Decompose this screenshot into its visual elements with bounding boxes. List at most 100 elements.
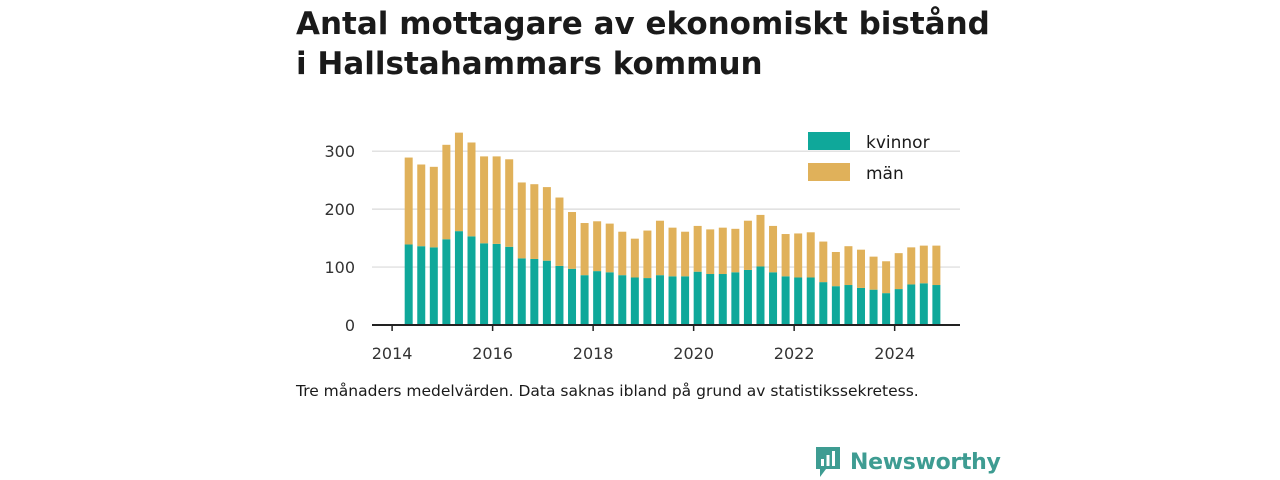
- y-tick-label: 100: [324, 258, 355, 277]
- bar-man: [731, 228, 740, 273]
- bar-man: [417, 164, 426, 247]
- legend-label-kvinnor: kvinnor: [866, 133, 930, 153]
- bar-kvinnor: [894, 289, 903, 325]
- y-tick-label: 300: [324, 142, 355, 161]
- legend-swatch-kvinnor: [808, 132, 850, 150]
- brand-logo: Newsworthy: [814, 444, 1001, 480]
- bar-kvinnor: [756, 266, 765, 325]
- bar-man: [769, 225, 778, 273]
- x-tick-label: 2020: [673, 344, 714, 363]
- bar-kvinnor: [593, 271, 602, 325]
- y-tick-label: 0: [345, 316, 355, 335]
- x-tick-label: 2014: [372, 344, 413, 363]
- x-tick-label: 2022: [774, 344, 815, 363]
- x-tick-label: 2024: [874, 344, 915, 363]
- bar-man: [505, 159, 514, 247]
- bar-kvinnor: [442, 239, 451, 325]
- bar-man: [831, 251, 840, 287]
- bar-man: [706, 229, 715, 275]
- bar-kvinnor: [718, 274, 727, 325]
- bar-man: [681, 231, 690, 277]
- bar-man: [693, 225, 702, 272]
- bar-kvinnor: [492, 243, 501, 325]
- bar-man: [932, 245, 941, 286]
- bar-kvinnor: [856, 287, 865, 325]
- chart-title-line-2: i Hallstahammars kommun: [296, 46, 763, 82]
- bar-kvinnor: [869, 289, 878, 325]
- bar-man: [655, 220, 664, 276]
- bar-kvinnor: [454, 231, 463, 325]
- bar-kvinnor: [831, 286, 840, 325]
- bar-man: [907, 247, 916, 285]
- bar-man: [404, 157, 413, 245]
- stacked-bar-chart: 0 100 200 300 2014 2016 2018 2020 2022 2024 kvinno…: [324, 132, 960, 363]
- bar-kvinnor: [618, 275, 627, 325]
- bar-man: [630, 238, 639, 278]
- bar-man: [781, 234, 790, 277]
- bar-man: [819, 241, 828, 283]
- bar-kvinnor: [643, 278, 652, 325]
- bar-kvinnor: [568, 268, 577, 325]
- bar-kvinnor: [668, 276, 677, 325]
- bar-man: [593, 221, 602, 272]
- bar-man: [869, 256, 878, 290]
- bar-man: [718, 227, 727, 275]
- bar-kvinnor: [932, 285, 941, 325]
- bar-man: [492, 156, 501, 244]
- bar-kvinnor: [630, 277, 639, 325]
- bar-man: [643, 230, 652, 279]
- bar-man: [429, 166, 438, 248]
- chart-title: Antal mottagare av ekonomiskt bistånd i …: [296, 4, 1016, 84]
- bar-man: [844, 246, 853, 286]
- bar-kvinnor: [542, 260, 551, 325]
- legend-swatch-man: [808, 163, 850, 181]
- x-tick-label: 2018: [573, 344, 614, 363]
- bar-kvinnor: [517, 258, 526, 325]
- bar-man: [605, 223, 614, 273]
- bar-man: [919, 245, 928, 284]
- newsworthy-logo-icon: [816, 447, 840, 477]
- bar-kvinnor: [844, 285, 853, 325]
- chart-title-line-1: Antal mottagare av ekonomiskt bistånd: [296, 6, 990, 42]
- bar-man: [568, 212, 577, 269]
- bar-man: [856, 249, 865, 288]
- bar-man: [756, 214, 765, 267]
- bar-man: [467, 142, 476, 237]
- bar-man: [530, 184, 539, 259]
- bar-kvinnor: [769, 272, 778, 325]
- bar-kvinnor: [806, 277, 815, 325]
- bar-kvinnor: [882, 293, 891, 325]
- bar-man: [743, 220, 752, 270]
- bar-kvinnor: [467, 236, 476, 325]
- bar-kvinnor: [794, 277, 803, 325]
- bar-kvinnor: [404, 244, 413, 325]
- bar-man: [618, 231, 627, 276]
- bar-kvinnor: [819, 282, 828, 325]
- bar-kvinnor: [429, 247, 438, 325]
- bar-kvinnor: [743, 269, 752, 325]
- bar-kvinnor: [706, 274, 715, 325]
- bar-man: [794, 233, 803, 278]
- bar-kvinnor: [907, 284, 916, 325]
- bar-man: [580, 223, 589, 276]
- bar-kvinnor: [681, 276, 690, 325]
- bar-man: [668, 227, 677, 277]
- bar-kvinnor: [781, 276, 790, 325]
- bar-kvinnor: [480, 243, 489, 325]
- bar-kvinnor: [693, 271, 702, 325]
- bar-kvinnor: [580, 275, 589, 325]
- bar-man: [555, 197, 564, 266]
- bar-kvinnor: [417, 246, 426, 325]
- bar-man: [542, 187, 551, 261]
- bar-man: [806, 232, 815, 278]
- brand-name: Newsworthy: [850, 449, 1001, 475]
- bar-kvinnor: [655, 275, 664, 325]
- legend-label-man: män: [866, 164, 904, 184]
- bar-kvinnor: [530, 258, 539, 325]
- bar-man: [480, 156, 489, 244]
- bar-man: [442, 144, 451, 240]
- bar-kvinnor: [919, 283, 928, 325]
- bar-man: [894, 253, 903, 290]
- bar-man: [517, 182, 526, 259]
- y-tick-label: 200: [324, 200, 355, 219]
